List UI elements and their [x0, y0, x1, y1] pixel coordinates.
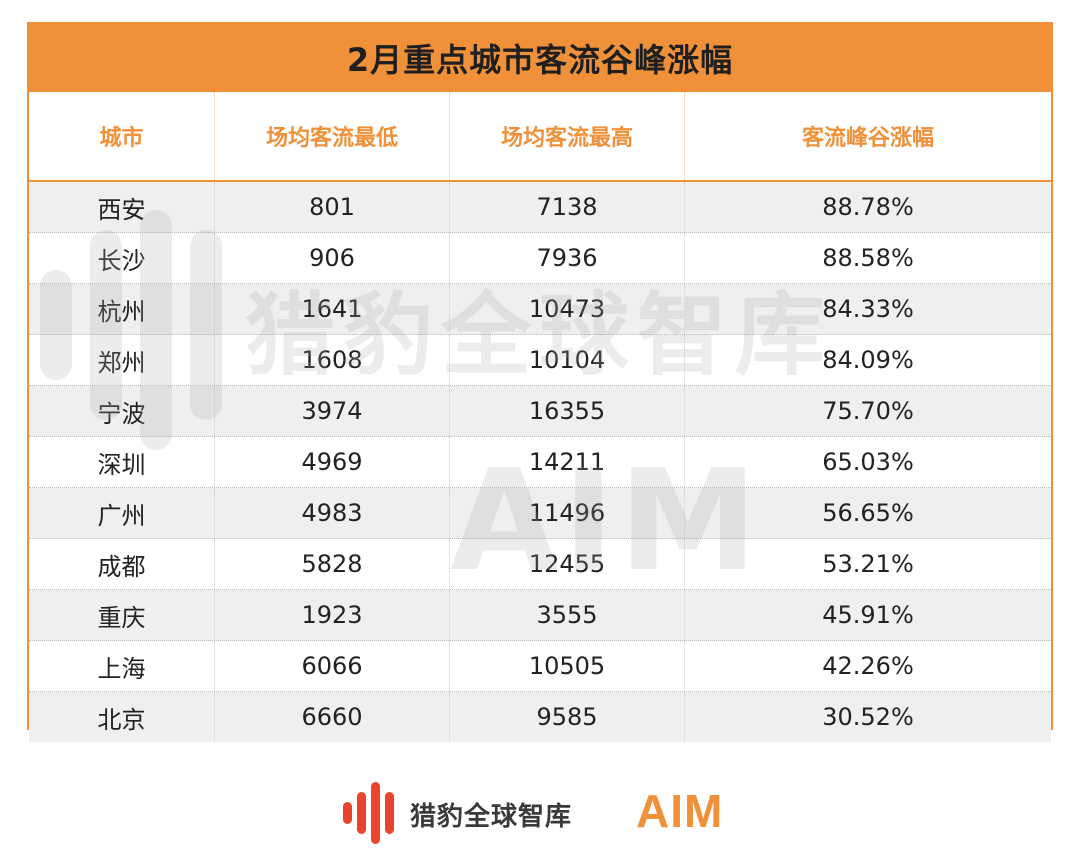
cell-city: 宁波 [97, 399, 146, 428]
cell-city: 长沙 [97, 246, 146, 275]
table-body: 西安 801 7138 88.78% 长沙 906 7936 88.58% 杭州 1641 1047… [29, 182, 1051, 742]
cell-growth: 45.91% [684, 590, 1051, 640]
city-traffic-table: 2月重点城市客流谷峰涨幅 城市 场均客流最低 场均客流最高 客流峰谷涨幅 西安 8… [27, 22, 1053, 742]
cell-min: 1641 [214, 284, 449, 334]
cell-max: 7138 [449, 182, 684, 232]
column-header-city: 城市 [99, 126, 144, 151]
cell-city: 西安 [97, 195, 146, 224]
cell-min: 4983 [214, 488, 449, 538]
cell-city: 杭州 [97, 297, 146, 326]
table-title-bar: 2月重点城市客流谷峰涨幅 [29, 24, 1051, 92]
cell-min: 906 [214, 233, 449, 283]
cell-city: 郑州 [97, 348, 146, 377]
cell-max: 10505 [449, 641, 684, 691]
aim-logo: AIM [636, 785, 724, 837]
cell-growth: 30.52% [684, 692, 1051, 742]
cell-growth: 88.78% [684, 182, 1051, 232]
table-row: 重庆 1923 3555 45.91% [29, 590, 1051, 641]
cell-max: 10473 [449, 284, 684, 334]
cell-max: 9585 [449, 692, 684, 742]
cheetah-bars-logo-icon [343, 782, 394, 844]
column-header-growth: 客流峰谷涨幅 [684, 92, 1051, 180]
cell-city: 成都 [97, 552, 146, 581]
brand-name: 猎豹全球智库 [410, 802, 573, 832]
table-title: 2月重点城市客流谷峰涨幅 [346, 41, 734, 79]
table-row: 广州 4983 11496 56.65% [29, 488, 1051, 539]
cell-growth: 84.33% [684, 284, 1051, 334]
cell-min: 801 [214, 182, 449, 232]
cell-city: 重庆 [97, 603, 146, 632]
cell-city: 广州 [97, 501, 146, 530]
cell-growth: 75.70% [684, 386, 1051, 436]
cell-max: 3555 [449, 590, 684, 640]
cell-growth: 88.58% [684, 233, 1051, 283]
table-header-row: 城市 场均客流最低 场均客流最高 客流峰谷涨幅 [29, 92, 1051, 182]
cell-city: 深圳 [97, 450, 146, 479]
table-row: 杭州 1641 10473 84.33% [29, 284, 1051, 335]
cell-city: 北京 [97, 705, 146, 734]
cell-city: 上海 [97, 654, 146, 683]
cell-min: 6066 [214, 641, 449, 691]
table-row: 西安 801 7138 88.78% [29, 182, 1051, 233]
cell-min: 4969 [214, 437, 449, 487]
cell-min: 3974 [214, 386, 449, 436]
cell-max: 11496 [449, 488, 684, 538]
cell-min: 6660 [214, 692, 449, 742]
table-row: 成都 5828 12455 53.21% [29, 539, 1051, 590]
cell-max: 14211 [449, 437, 684, 487]
column-header-min: 场均客流最低 [214, 92, 449, 180]
cell-growth: 53.21% [684, 539, 1051, 589]
cell-min: 1923 [214, 590, 449, 640]
cell-growth: 42.26% [684, 641, 1051, 691]
cell-growth: 65.03% [684, 437, 1051, 487]
column-header-max: 场均客流最高 [449, 92, 684, 180]
table-row: 深圳 4969 14211 65.03% [29, 437, 1051, 488]
table-row: 上海 6066 10505 42.26% [29, 641, 1051, 692]
cell-max: 10104 [449, 335, 684, 385]
cell-max: 16355 [449, 386, 684, 436]
cell-min: 1608 [214, 335, 449, 385]
cell-min: 5828 [214, 539, 449, 589]
table-row: 北京 6660 9585 30.52% [29, 692, 1051, 742]
cell-max: 7936 [449, 233, 684, 283]
table-row: 长沙 906 7936 88.58% [29, 233, 1051, 284]
cell-growth: 84.09% [684, 335, 1051, 385]
cell-growth: 56.65% [684, 488, 1051, 538]
table-row: 宁波 3974 16355 75.70% [29, 386, 1051, 437]
table-row: 郑州 1608 10104 84.09% [29, 335, 1051, 386]
footer-branding: 猎豹全球智库 AIM [0, 770, 1080, 850]
cell-max: 12455 [449, 539, 684, 589]
